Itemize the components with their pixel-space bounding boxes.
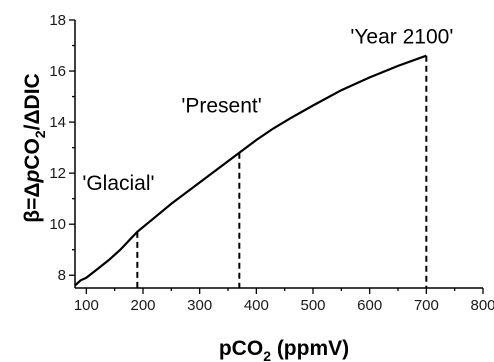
marker-annotation: 'Present': [181, 95, 261, 118]
y-axis-title: β=ΔpCO2/ΔDIC: [21, 73, 48, 222]
y-tick-label: 18: [49, 12, 66, 29]
y-tick-label: 16: [49, 63, 66, 80]
marker-annotation: 'Glacial': [82, 172, 154, 195]
series-line: [74, 54, 427, 287]
x-tick-label: 800: [470, 297, 494, 314]
marker-annotation: 'Year 2100': [350, 26, 453, 49]
x-tick-label: 500: [300, 297, 325, 314]
x-tick-label: 700: [414, 297, 439, 314]
x-tick-label: 100: [74, 297, 99, 314]
y-tick-label: 12: [49, 165, 66, 182]
x-tick-label: 600: [357, 297, 382, 314]
x-tick-label: 200: [130, 297, 155, 314]
plot-area: 100 200 300 400 500 600 700 800 8 10 12 14 16 18 'Glac…: [49, 12, 494, 314]
y-tick-label: 10: [49, 216, 66, 233]
y-tick-label: 14: [49, 114, 66, 131]
x-tick-label: 300: [187, 297, 212, 314]
x-tick-label: 400: [244, 297, 269, 314]
y-tick-label: 8: [58, 267, 66, 284]
x-axis-title: pCO2 (ppmV): [219, 337, 349, 362]
